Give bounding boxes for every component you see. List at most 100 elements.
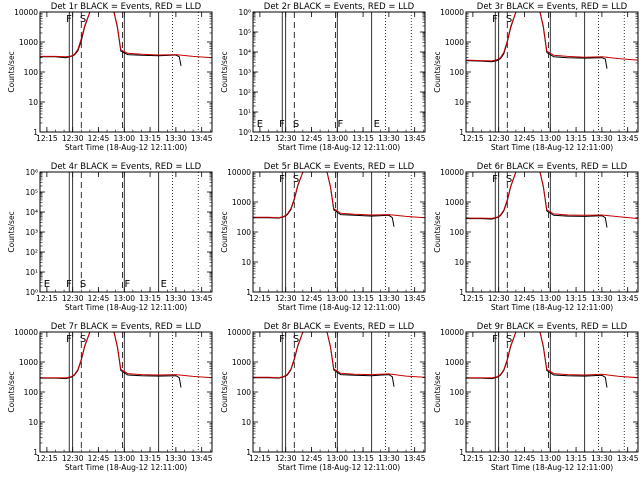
panel-title: Det 1r BLACK = Events, RED = LLD — [51, 2, 202, 12]
y-tick-label: 10 — [241, 418, 251, 427]
x-tick-label: 12:15 — [36, 134, 58, 143]
y-tick-label: 100 — [24, 388, 39, 397]
panel-title: Det 4r BLACK = Events, RED = LLD — [51, 162, 202, 172]
x-axis-label: Start Time (18-Aug-12 12:11:00) — [491, 143, 613, 152]
x-tick-label: 13:15 — [352, 134, 374, 143]
x-tick-label: 13:15 — [139, 294, 161, 303]
x-tick-label: 13:30 — [591, 294, 613, 303]
y-tick-label: 100 — [450, 388, 465, 397]
x-tick-label: 13:30 — [591, 454, 613, 463]
x-tick-label: 13:00 — [326, 454, 348, 463]
y-tick-label: 10⁵ — [25, 188, 38, 197]
y-tick-label: 10 — [454, 418, 464, 427]
y-tick-label: 1 — [459, 128, 464, 137]
detector-panel-1: Det 1r BLACK = Events, RED = LLD 1 10 100 10… — [7, 2, 213, 152]
detector-panel-4: Det 4r BLACK = Events, RED = LLD 10⁰ 10¹ 10… — [7, 162, 213, 312]
events-series-line — [253, 332, 395, 387]
x-tick-label: 13:00 — [539, 134, 561, 143]
panel-title: Det 8r BLACK = Events, RED = LLD — [264, 322, 415, 332]
y-tick-label: 10² — [238, 88, 251, 97]
x-tick-label: 13:45 — [404, 134, 426, 143]
phase-marker-label: F — [125, 279, 131, 290]
x-axis-label: Start Time (18-Aug-12 12:11:00) — [65, 463, 187, 472]
x-tick-label: 12:30 — [62, 294, 84, 303]
y-tick-label: 100 — [237, 228, 252, 237]
detector-panel-2: Det 2r BLACK = Events, RED = LLD 10⁰ 10¹ 10… — [220, 2, 426, 152]
x-tick-label: 13:15 — [565, 454, 587, 463]
y-tick-label: 10 — [28, 98, 38, 107]
y-axis-label: Counts/sec — [433, 211, 442, 252]
x-tick-label: 13:45 — [191, 134, 213, 143]
x-tick-label: 12:15 — [36, 294, 58, 303]
x-tick-label: 13:30 — [378, 454, 400, 463]
y-tick-label: 1 — [33, 448, 38, 457]
phase-marker-label: S — [293, 174, 299, 185]
phase-marker-label: F — [279, 119, 285, 130]
plot-frame — [252, 171, 426, 293]
x-tick-label: 13:00 — [539, 454, 561, 463]
y-axis-label: Counts/sec — [7, 51, 16, 92]
plot-frame — [465, 171, 639, 293]
x-tick-label: 12:45 — [88, 134, 110, 143]
y-tick-label: 10000 — [440, 168, 464, 177]
y-axis-label: Counts/sec — [433, 51, 442, 92]
phase-marker-label: F — [492, 334, 498, 345]
y-tick-label: 10³ — [238, 68, 251, 77]
lld-series-line — [253, 172, 425, 219]
y-tick-label: 10⁴ — [238, 48, 251, 57]
x-tick-label: 13:00 — [113, 294, 135, 303]
plot-frame — [252, 11, 426, 133]
lld-series-line — [40, 12, 212, 59]
x-tick-label: 12:45 — [301, 454, 323, 463]
x-tick-label: 13:30 — [165, 294, 187, 303]
phase-marker-label: F — [66, 334, 72, 345]
phase-marker-label: F — [492, 174, 498, 185]
y-tick-label: 10000 — [440, 8, 464, 17]
y-tick-label: 10¹ — [25, 268, 38, 277]
y-tick-label: 10⁶ — [238, 8, 251, 17]
y-tick-label: 1000 — [232, 198, 251, 207]
x-tick-label: 12:45 — [514, 454, 536, 463]
phase-marker-label: S — [293, 334, 299, 345]
detector-panel-8: Det 8r BLACK = Events, RED = LLD 1 10 100 10… — [220, 322, 426, 472]
phase-marker-label: F — [279, 334, 285, 345]
events-series-line — [40, 12, 182, 66]
x-tick-label: 12:15 — [249, 134, 271, 143]
x-tick-label: 13:15 — [352, 294, 374, 303]
y-tick-label: 1000 — [445, 38, 464, 47]
x-tick-label: 12:30 — [62, 454, 84, 463]
plot-frame — [252, 331, 426, 453]
x-tick-label: 12:15 — [462, 454, 484, 463]
y-tick-label: 100 — [450, 68, 465, 77]
x-axis-label: Start Time (18-Aug-12 12:11:00) — [65, 303, 187, 312]
x-tick-label: 12:45 — [301, 134, 323, 143]
x-tick-label: 13:15 — [352, 454, 374, 463]
y-tick-label: 10 — [454, 258, 464, 267]
phase-marker-label: S — [506, 334, 512, 345]
x-tick-label: 12:30 — [275, 294, 297, 303]
y-tick-label: 1000 — [232, 358, 251, 367]
phase-marker-label: E — [374, 119, 380, 130]
phase-marker-label: S — [506, 14, 512, 25]
events-series-line — [253, 172, 395, 227]
y-tick-label: 100 — [237, 388, 252, 397]
phase-marker-label: E — [161, 279, 167, 290]
phase-marker-label: S — [506, 174, 512, 185]
x-axis-label: Start Time (18-Aug-12 12:11:00) — [491, 463, 613, 472]
x-tick-label: 12:30 — [488, 294, 510, 303]
x-axis-label: Start Time (18-Aug-12 12:11:00) — [278, 303, 400, 312]
y-tick-label: 10⁶ — [25, 168, 38, 177]
detector-panel-9: Det 9r BLACK = Events, RED = LLD 1 10 100 10… — [433, 322, 639, 472]
x-tick-label: 13:30 — [378, 294, 400, 303]
x-tick-label: 13:00 — [326, 294, 348, 303]
events-series-line — [466, 172, 608, 228]
x-tick-label: 12:15 — [462, 294, 484, 303]
phase-marker-label: S — [293, 119, 299, 130]
phase-marker-label: S — [80, 14, 86, 25]
x-tick-label: 12:30 — [488, 454, 510, 463]
x-tick-label: 13:45 — [191, 294, 213, 303]
x-tick-label: 13:15 — [565, 134, 587, 143]
y-tick-label: 1000 — [19, 358, 38, 367]
phase-marker-label: S — [80, 279, 86, 290]
